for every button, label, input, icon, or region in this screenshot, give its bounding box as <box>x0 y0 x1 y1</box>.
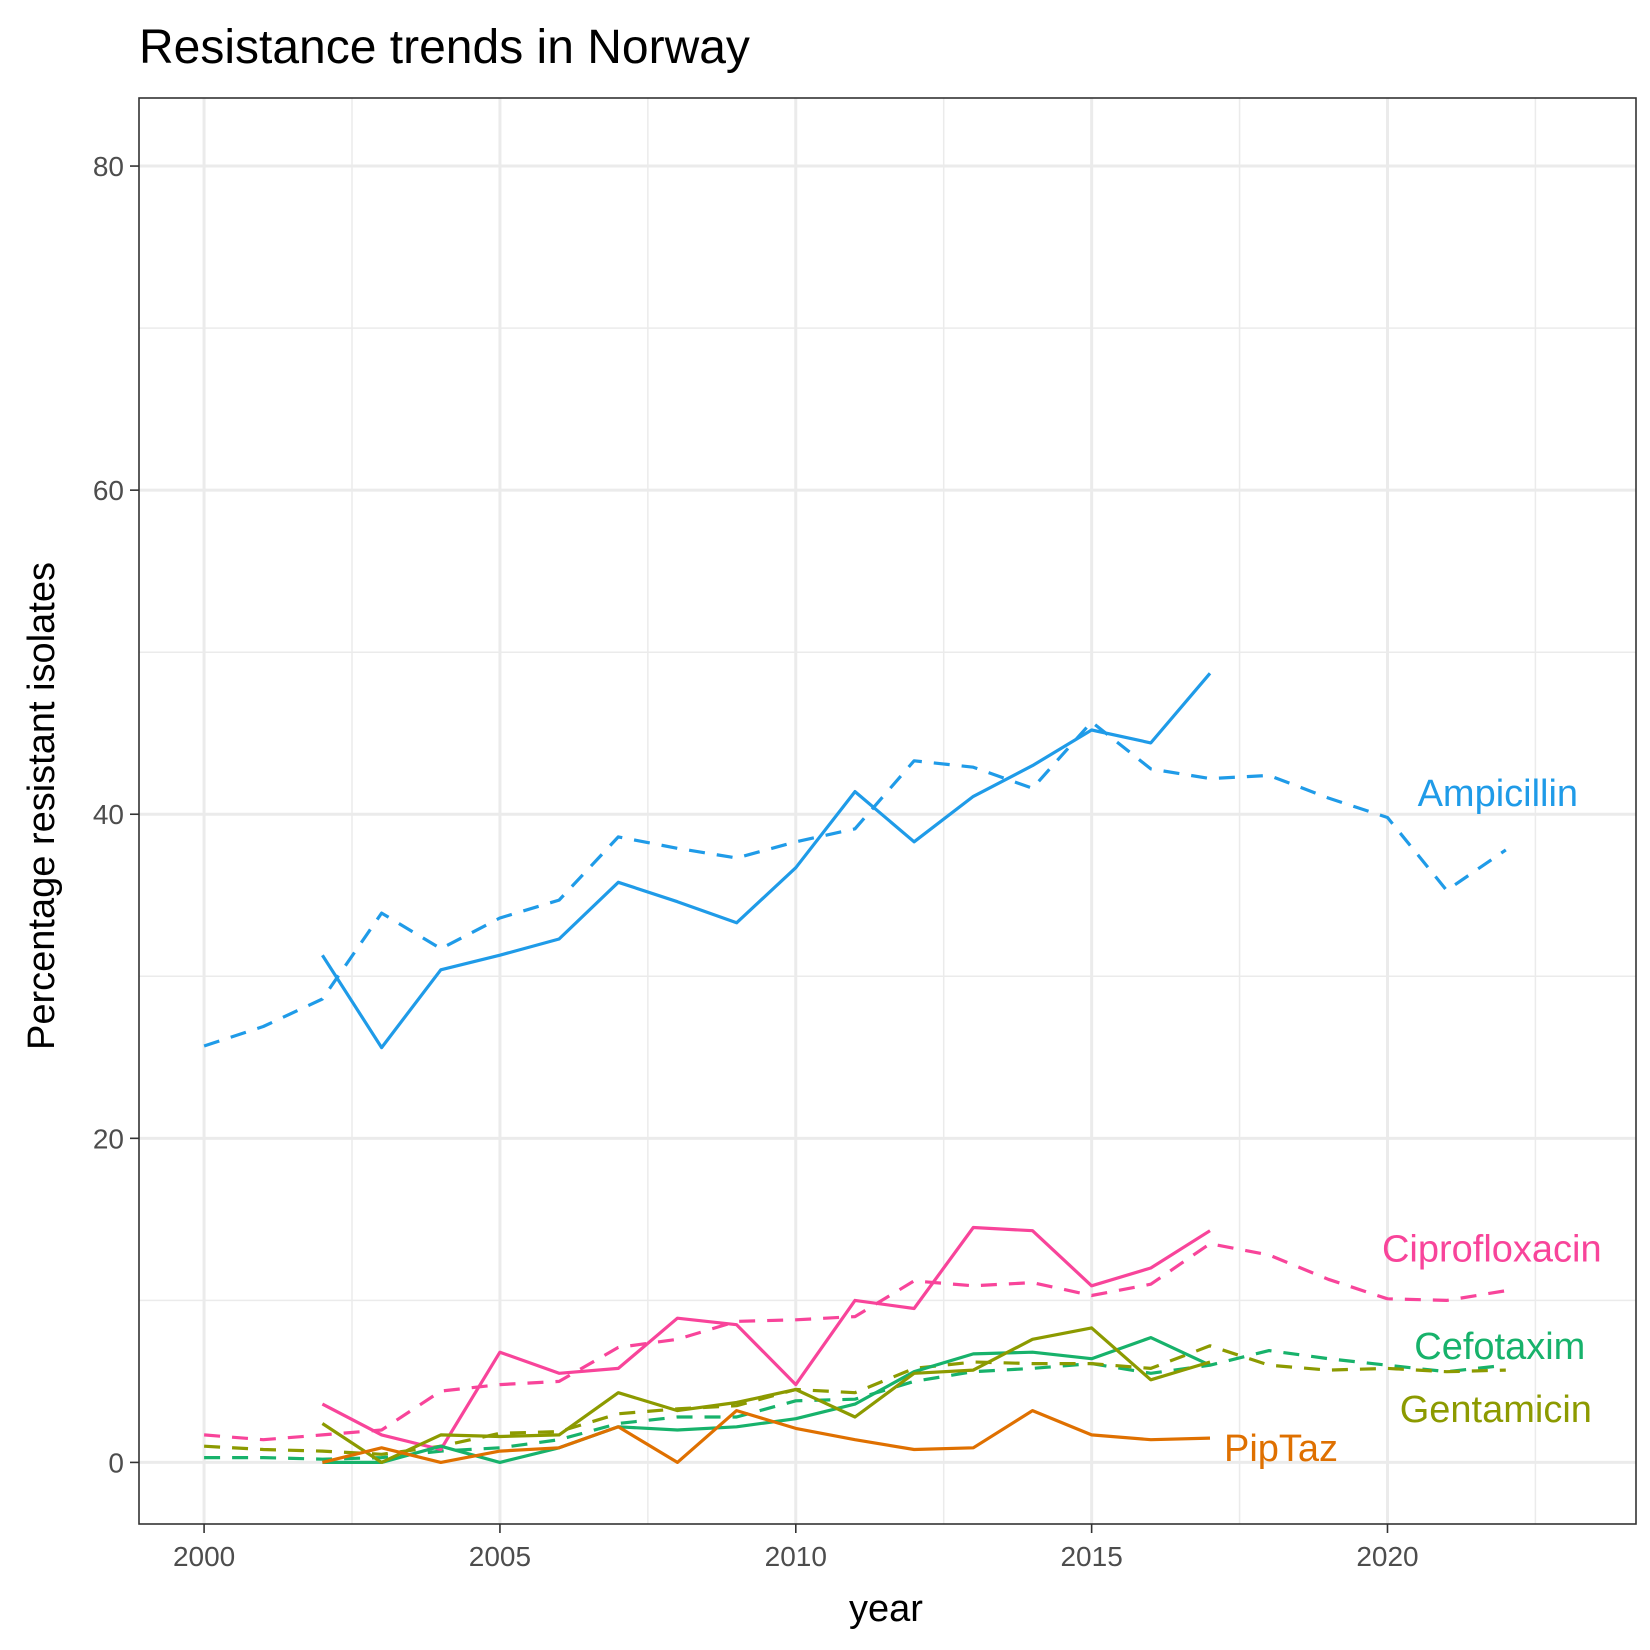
plot-panel-border <box>138 97 1637 1525</box>
y-tick-label: 40 <box>93 799 124 830</box>
series-line-cefotaxim-solid <box>322 1336 1211 1464</box>
series-label-ciprofloxacin: Ciprofloxacin <box>1382 1229 1602 1271</box>
x-tick-label: 2005 <box>469 1541 531 1572</box>
x-tick-label: 2000 <box>173 1541 235 1572</box>
series-line-cefotaxim-dashed <box>204 1349 1506 1461</box>
chart-title: Resistance trends in Norway <box>139 21 750 74</box>
x-axis: 2000 2005 2010 2015 2020 <box>173 1524 1419 1572</box>
series-layer <box>203 672 1507 1464</box>
plot-panel-background <box>139 98 1636 1524</box>
y-tick-label: 80 <box>93 151 124 182</box>
series-line-gentamicin-solid <box>321 1326 1211 1464</box>
series-label-ampicillin: Ampicillin <box>1418 773 1578 815</box>
grid-major <box>139 98 1636 1524</box>
y-axis: 0 20 40 60 80 <box>93 151 139 1478</box>
x-tick-label: 2010 <box>765 1541 827 1572</box>
x-tick-label: 2020 <box>1356 1541 1418 1572</box>
series-line-ciprofloxacin-dashed <box>203 1242 1507 1442</box>
series-labels: Ampicillin Ciprofloxacin Cefotaxim Gentamic… <box>1224 773 1602 1470</box>
y-axis-title: Percentage resistant isolates <box>21 562 63 1050</box>
x-tick-label: 2015 <box>1060 1541 1122 1572</box>
series-line-ampicillin-dashed <box>203 720 1507 1048</box>
series-label-cefotaxim: Cefotaxim <box>1414 1326 1585 1368</box>
y-tick-label: 20 <box>93 1123 124 1154</box>
series-line-piptaz-solid <box>322 1409 1211 1464</box>
y-tick-label: 0 <box>108 1447 124 1478</box>
series-label-piptaz: PipTaz <box>1224 1428 1338 1470</box>
series-line-ciprofloxacin-solid <box>321 1225 1211 1452</box>
x-axis-title: year <box>849 1588 923 1630</box>
series-line-gentamicin-dashed <box>204 1344 1506 1456</box>
y-tick-label: 60 <box>93 475 124 506</box>
series-label-gentamicin: Gentamicin <box>1400 1389 1592 1431</box>
series-line-ampicillin-solid <box>321 672 1212 1050</box>
